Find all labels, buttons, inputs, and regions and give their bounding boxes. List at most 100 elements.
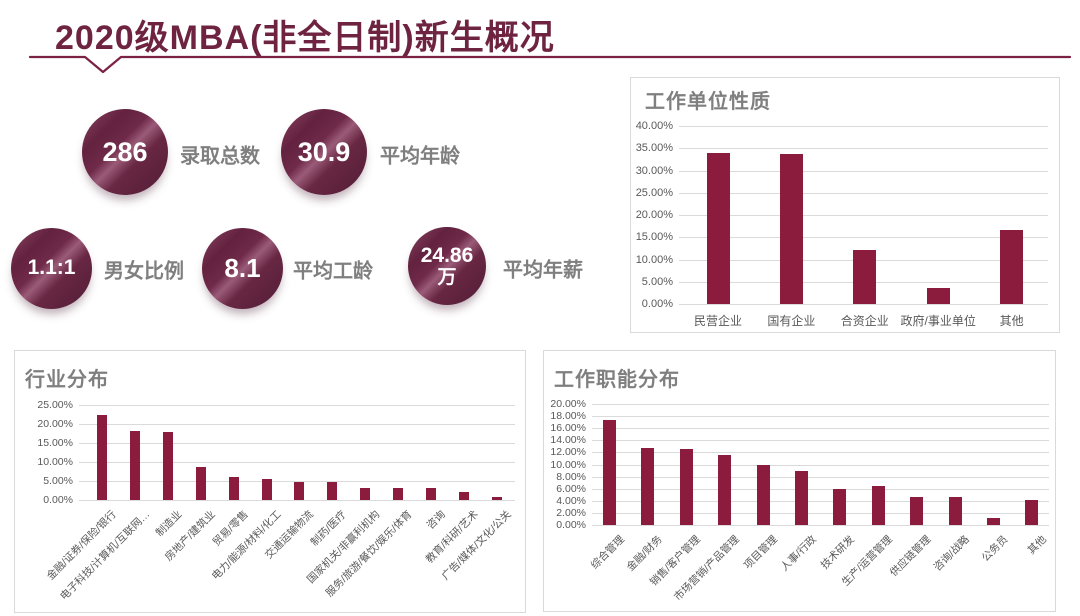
gridline bbox=[79, 481, 515, 482]
y-axis-tick-label: 15.00% bbox=[635, 231, 673, 244]
chart-panel-industry-distribution: 行业分布 0.00% 5.00% 10.00% 15.00% 20.00% 25.00% 金… bbox=[14, 350, 526, 613]
gridline bbox=[592, 500, 1049, 502]
y-axis-tick-label: 20.00% bbox=[37, 418, 73, 430]
bar-房地产/建筑业 bbox=[195, 467, 206, 500]
gridline bbox=[679, 126, 1048, 127]
bar-公务员 bbox=[987, 518, 1000, 525]
bar-政府/事业单位 bbox=[926, 288, 950, 304]
chart-title: 工作职能分布 bbox=[554, 369, 680, 391]
bar-电子科技/计算机/互联网… bbox=[129, 431, 140, 500]
y-axis-tick-label: 10.00% bbox=[635, 253, 673, 266]
x-axis-category-label: 供应链管理 bbox=[887, 533, 934, 580]
bar-国家机关/非赢利机构 bbox=[360, 488, 371, 500]
x-axis-category-label: 其他 bbox=[999, 314, 1024, 328]
stat-circle-total-enrolled: 286 bbox=[82, 109, 168, 195]
gridline bbox=[592, 416, 1049, 418]
stat-label-total-enrolled: 录取总数 bbox=[180, 145, 260, 168]
y-axis-tick-label: 0.00% bbox=[641, 298, 673, 310]
x-axis-category-label: 综合管理 bbox=[588, 533, 627, 572]
stat-label-average-salary: 平均年薪 bbox=[503, 259, 583, 282]
bar-生产/运营管理 bbox=[871, 486, 885, 525]
bar-制造业 bbox=[162, 432, 173, 500]
x-axis-category-label: 合资企业 bbox=[840, 314, 889, 328]
y-axis-tick-label: 20.00% bbox=[550, 398, 586, 410]
gridline bbox=[592, 476, 1049, 478]
y-axis-tick-label: 15.00% bbox=[37, 437, 73, 449]
gridline bbox=[79, 443, 515, 444]
gridline bbox=[79, 405, 515, 406]
gridline bbox=[79, 462, 515, 463]
x-axis-category-label: 咨询 bbox=[424, 508, 448, 532]
y-axis-tick-label: 25.00% bbox=[635, 186, 673, 199]
stat-label-average-age: 平均年龄 bbox=[380, 145, 460, 168]
gridline bbox=[679, 148, 1048, 150]
gridline bbox=[592, 464, 1049, 466]
page-title: 2020级MBA(非全日制)新生概况 bbox=[55, 19, 555, 57]
chart-panel-job-function-distribution: 工作职能分布 0.00% 2.00% 4.00% 6.00% 8.00% 10.00% 12… bbox=[543, 350, 1056, 612]
bar-金融/财务 bbox=[641, 447, 655, 525]
y-axis-tick-label: 0.00% bbox=[556, 519, 586, 531]
y-axis-tick-label: 10.00% bbox=[37, 456, 73, 468]
bar-项目管理 bbox=[756, 464, 770, 525]
gridline bbox=[592, 440, 1049, 442]
y-axis-tick-label: 4.00% bbox=[556, 494, 586, 507]
bar-制药/医疗 bbox=[327, 481, 338, 500]
y-axis-tick-label: 16.00% bbox=[550, 422, 586, 435]
bar-金融/证券/保险/银行 bbox=[97, 414, 107, 500]
stat-value: 30.9 bbox=[297, 136, 351, 167]
y-axis-tick-label: 12.00% bbox=[550, 446, 586, 459]
bar-广告/媒体/文化/公关 bbox=[491, 497, 502, 500]
stat-value: 8.1 bbox=[224, 252, 261, 283]
y-axis-tick-label: 35.00% bbox=[635, 142, 673, 155]
stat-label-gender-ratio: 男女比例 bbox=[104, 260, 184, 283]
stat-circle-average-work-years: 8.1 bbox=[202, 228, 283, 309]
bar-国有企业 bbox=[779, 154, 803, 304]
bar-教育/科研/艺术 bbox=[458, 492, 469, 500]
stat-value: 24.86 bbox=[420, 243, 474, 267]
stat-value: 1.1:1 bbox=[27, 256, 76, 280]
x-axis-category-label: 咨询/战略 bbox=[931, 533, 973, 574]
stat-label-average-work-years: 平均工龄 bbox=[293, 260, 373, 283]
x-axis-category-label: 其他 bbox=[1025, 533, 1049, 557]
chart-title: 行业分布 bbox=[25, 369, 109, 391]
bar-其他 bbox=[1000, 230, 1024, 304]
bar-供应链管理 bbox=[910, 497, 924, 525]
bar-销售/客户管理 bbox=[679, 449, 693, 525]
x-axis-category-label: 国有企业 bbox=[767, 314, 816, 328]
gridline bbox=[592, 525, 1049, 526]
y-axis-tick-label: 30.00% bbox=[635, 164, 673, 177]
y-axis-tick-label: 0.00% bbox=[43, 494, 73, 506]
y-axis-tick-label: 40.00% bbox=[635, 120, 673, 132]
gridline bbox=[679, 192, 1048, 194]
bar-市场营销/产品管理 bbox=[718, 454, 732, 525]
y-axis-tick-label: 25.00% bbox=[37, 399, 73, 411]
gridline bbox=[679, 237, 1048, 239]
gridline bbox=[679, 170, 1048, 172]
gridline bbox=[79, 424, 515, 425]
y-axis-tick-label: 20.00% bbox=[635, 209, 673, 221]
gridline bbox=[592, 512, 1049, 514]
x-axis-category-label: 公务员 bbox=[979, 533, 1011, 565]
chart-panel-work-unit-nature: 工作单位性质 0.00% 5.00% 10.00% 15.00% 20.00% 25.00… bbox=[630, 77, 1060, 333]
x-axis-category-label: 政府/事业单位 bbox=[900, 314, 976, 328]
gridline bbox=[679, 215, 1048, 216]
x-axis-category-label: 人事/行政 bbox=[778, 533, 819, 574]
gridline bbox=[79, 500, 515, 501]
y-axis-tick-label: 10.00% bbox=[550, 458, 586, 471]
gridline bbox=[679, 304, 1048, 305]
gridline bbox=[592, 488, 1049, 490]
gridline bbox=[592, 404, 1049, 405]
y-axis-tick-label: 8.00% bbox=[556, 470, 586, 483]
bar-交通运输物流 bbox=[294, 481, 305, 500]
y-axis-tick-label: 6.00% bbox=[556, 482, 586, 495]
bar-民营企业 bbox=[706, 153, 730, 304]
stat-unit: 万 bbox=[437, 266, 457, 288]
y-axis-tick-label: 14.00% bbox=[550, 434, 586, 447]
gridline bbox=[592, 452, 1049, 454]
bar-技术研发 bbox=[833, 488, 847, 525]
bar-服务/旅游/餐饮/娱乐/体育 bbox=[393, 488, 404, 500]
bar-综合管理 bbox=[603, 419, 616, 525]
bar-电力/能源/材料/化工 bbox=[261, 478, 272, 500]
y-axis-tick-label: 2.00% bbox=[556, 506, 586, 519]
